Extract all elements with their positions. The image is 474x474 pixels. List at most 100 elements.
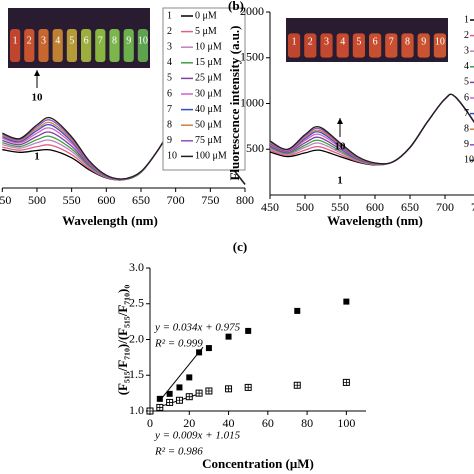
y-tick-label: 2000	[240, 4, 264, 18]
point-cross	[147, 408, 153, 414]
fit-equation: y = 0.009x + 1.015	[154, 430, 241, 442]
point	[156, 403, 164, 411]
tube-label: 4	[55, 35, 60, 46]
legend-label: 0 μM	[195, 10, 217, 21]
tube-label: 10	[435, 36, 445, 47]
tube-label: 7	[98, 35, 103, 46]
x-tick-label: 500	[296, 200, 314, 214]
legend-number: 5	[464, 77, 469, 88]
spectrum-line	[269, 93, 474, 165]
x-axis-title: Concentration (μM)	[202, 456, 314, 471]
point	[175, 396, 183, 404]
point	[245, 327, 252, 334]
legend-number: 7	[464, 108, 469, 119]
y-tick-label: 1.5	[129, 367, 144, 381]
tube-label: 9	[421, 36, 426, 47]
x-tick-label: 700	[167, 193, 185, 207]
point-cross	[245, 384, 252, 391]
tube	[38, 29, 49, 62]
point-marker	[156, 395, 163, 402]
tube	[336, 33, 349, 58]
legend-number: 6	[464, 92, 469, 103]
tube-label: 2	[27, 35, 32, 46]
y-axis-title: (F₅₁₅/F₇₁₀)/(F₅₁₅/F₇₁₀)₀	[115, 285, 130, 396]
spectrum-line	[269, 93, 474, 165]
x-tick-label: 60	[262, 416, 274, 430]
point-marker	[176, 384, 183, 391]
tube	[109, 29, 120, 62]
legend-label: 15 μM	[195, 57, 222, 68]
arrow-head	[337, 118, 343, 124]
point	[196, 349, 203, 356]
annotation: 10	[32, 92, 44, 104]
x-tick-label: 700	[436, 200, 454, 214]
point-cross	[166, 399, 173, 406]
tube	[10, 29, 21, 62]
point	[156, 395, 163, 402]
legend-number: 3	[167, 41, 172, 52]
x-axis-title: Wavelength (nm)	[62, 213, 158, 228]
y-tick-label: 3.0	[129, 260, 144, 274]
point-marker	[166, 390, 173, 397]
point-cross	[343, 379, 350, 386]
legend-number: 10	[464, 155, 474, 166]
x-tick-label: 600	[366, 200, 384, 214]
x-tick-label: 100	[337, 416, 355, 430]
x-tick-label: 450	[261, 200, 279, 214]
legend-number: 5	[167, 73, 172, 84]
point-marker	[186, 374, 193, 381]
x-tick-label: 40	[223, 416, 235, 430]
y-tick-label: 1500	[240, 50, 264, 64]
x-tick-label: 750	[471, 200, 474, 214]
tube	[417, 33, 430, 58]
x-tick-label: 650	[132, 193, 150, 207]
legend-label: 25 μM	[195, 73, 222, 84]
point-cross	[225, 385, 232, 392]
tube	[320, 33, 333, 58]
point	[205, 345, 212, 352]
tube-label: 7	[389, 36, 394, 47]
fit-equation: y = 0.034x + 0.975	[154, 322, 241, 334]
point-marker	[343, 298, 350, 305]
y-tick-label: 2.5	[129, 296, 144, 310]
x-tick-label: 550	[63, 193, 81, 207]
legend-label: 75 μM	[195, 135, 222, 146]
point-marker	[225, 333, 232, 340]
panel-label: (b)	[228, 0, 244, 13]
x-tick-label: 750	[201, 193, 219, 207]
point	[176, 384, 183, 391]
point-cross	[176, 397, 183, 404]
annotation: 1	[34, 151, 40, 163]
fit-r2: R² = 0.999	[154, 338, 203, 350]
tube-label: 1	[292, 36, 297, 47]
tube	[52, 29, 63, 62]
tube-label: 9	[126, 35, 131, 46]
annotation: 1	[337, 175, 343, 187]
legend-number: 4	[167, 57, 172, 68]
point-cross	[196, 390, 203, 397]
x-tick-label: 80	[301, 416, 313, 430]
point	[342, 378, 350, 386]
tube-label: 2	[308, 36, 313, 47]
tube-label: 3	[41, 35, 46, 46]
legend-number: 4	[464, 61, 469, 72]
arrow-head	[34, 70, 40, 76]
x-tick-label: 600	[97, 193, 115, 207]
y-tick-label: 1000	[240, 95, 264, 109]
tube	[137, 29, 148, 62]
point	[343, 298, 350, 305]
point-marker	[205, 345, 212, 352]
point	[205, 387, 213, 395]
tube-label: 8	[112, 35, 117, 46]
point	[195, 389, 203, 397]
legend-number: 8	[167, 119, 172, 130]
legend-number: 8	[464, 123, 469, 134]
y-tick-label: 2.0	[129, 331, 144, 345]
tube	[369, 33, 382, 58]
tube	[288, 33, 301, 58]
point-marker	[245, 327, 252, 334]
x-tick-label: 450	[0, 193, 11, 207]
x-axis-title: Wavelength (nm)	[327, 213, 423, 228]
